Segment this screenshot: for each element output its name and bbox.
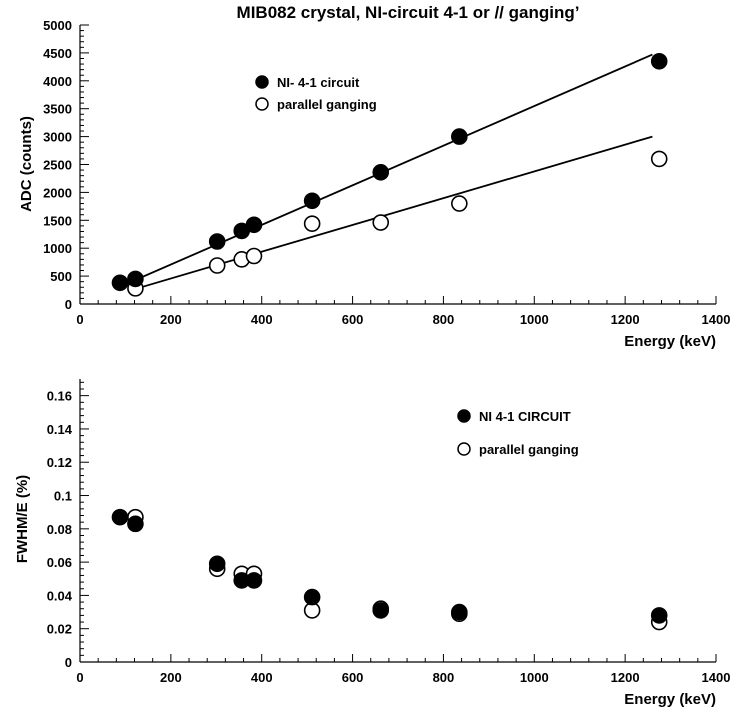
y-axis-label: FWHM/E (%) [14,475,31,563]
data-point-filled [245,572,263,589]
y-tick-label: 0.1 [54,489,72,504]
y-tick-label: 3000 [43,130,72,145]
legend-marker-filled [457,409,471,423]
y-tick-label: 3500 [43,102,72,117]
data-point-filled [127,270,144,288]
x-axis-label: Energy (keV) [624,333,716,350]
data-point-filled [451,603,468,621]
x-tick-label: 1000 [520,312,549,327]
data-point-filled [372,602,390,619]
legend-label: parallel ganging [277,97,377,112]
chart-title: MIB082 crystal, NI-circuit 4-1 or // gan… [237,3,580,22]
y-tick-label: 2000 [43,185,72,200]
data-point-filled [245,216,263,234]
y-tick-label: 0 [65,297,72,312]
x-tick-label: 800 [433,670,455,685]
y-tick-label: 4000 [43,74,72,89]
legend-label: parallel ganging [479,442,579,457]
data-point-open [245,247,263,265]
x-tick-label: 600 [342,670,364,685]
y-tick-label: 0.02 [47,622,72,637]
x-tick-label: 1200 [611,670,640,685]
x-tick-label: 600 [342,312,364,327]
y-tick-label: 0.16 [47,389,72,404]
y-axis-label: ADC (counts) [18,116,35,212]
x-axis-label: Energy (keV) [624,691,716,708]
data-point-open [372,214,390,231]
data-point-filled [127,515,144,533]
x-tick-label: 1400 [702,670,731,685]
y-tick-label: 0.06 [47,555,72,570]
legend-marker-open [457,442,471,456]
legend-marker-open [255,97,269,111]
x-tick-label: 0 [76,670,83,685]
data-point-filled [208,233,226,250]
y-tick-label: 0.12 [47,455,72,470]
y-tick-label: 4500 [43,46,72,61]
data-point-open [650,150,668,168]
y-tick-label: 1000 [43,241,72,256]
y-tick-label: 0.14 [47,422,73,437]
legend-label: NI- 4-1 circuit [277,75,360,90]
data-point-open [208,257,226,274]
x-tick-label: 1400 [702,312,731,327]
y-tick-label: 500 [50,269,72,284]
data-point-filled [111,274,129,292]
y-tick-label: 0.04 [47,588,73,603]
x-tick-label: 200 [160,670,182,685]
x-tick-label: 400 [251,670,273,685]
x-tick-label: 1200 [611,312,640,327]
data-point-filled [208,555,226,573]
data-point-open [451,195,468,212]
x-tick-label: 400 [251,312,273,327]
y-tick-label: 0 [65,655,72,670]
data-point-filled [303,192,321,210]
x-tick-label: 800 [433,312,455,327]
y-tick-label: 0.08 [47,522,72,537]
legend-marker-filled [255,75,269,89]
y-tick-label: 1500 [43,213,72,228]
data-point-open [303,215,321,232]
data-point-filled [451,128,468,145]
legend-label: NI 4-1 CIRCUIT [479,409,571,424]
x-tick-label: 200 [160,312,182,327]
y-tick-label: 5000 [43,18,72,33]
y-tick-label: 2500 [43,158,72,173]
data-point-filled [372,164,390,181]
data-point-filled [303,588,321,606]
x-tick-label: 1000 [520,670,549,685]
data-point-filled [650,607,668,624]
data-point-filled [111,508,129,526]
data-point-filled [650,52,668,70]
x-tick-label: 0 [76,312,83,327]
